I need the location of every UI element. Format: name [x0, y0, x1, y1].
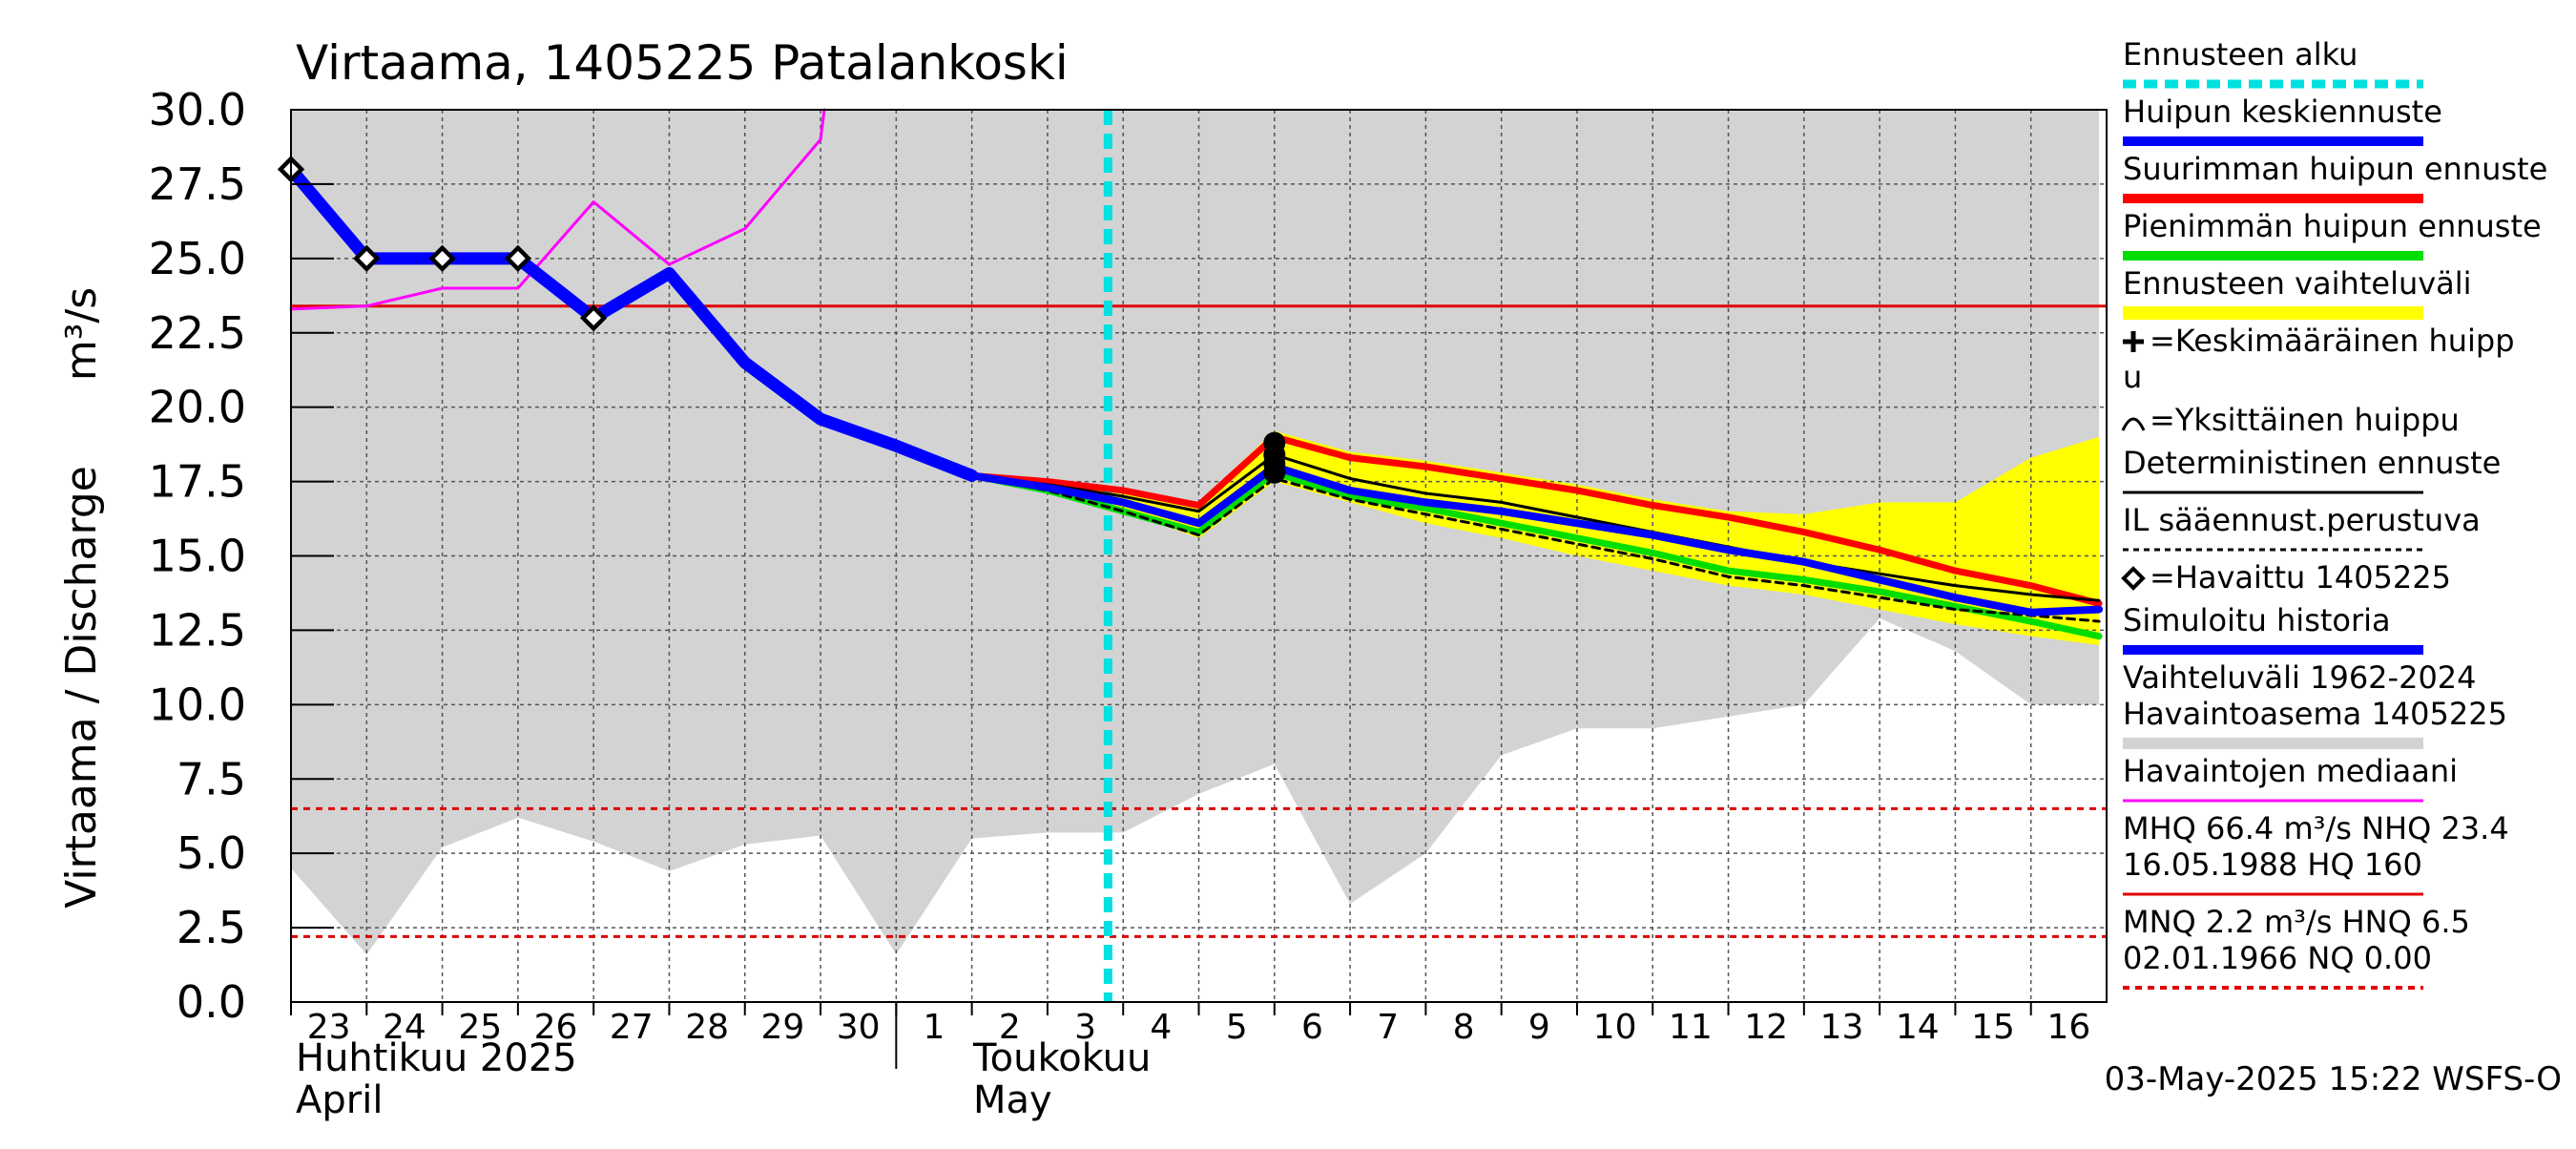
y-tick-label: 15.0 [149, 531, 246, 582]
x-tick-label: 5 [1226, 1008, 1248, 1047]
y-axis-unit: m³/s [57, 287, 106, 381]
x-tick-label: 15 [1971, 1008, 2015, 1047]
legend-label: Ennusteen alku [2123, 36, 2358, 73]
x-tick-label: 7 [1377, 1008, 1399, 1047]
observed-point [428, 244, 456, 273]
observed-point [579, 303, 608, 332]
x-tick-label: 13 [1820, 1008, 1864, 1047]
y-tick-label: 5.0 [177, 827, 246, 879]
legend-label: Suurimman huipun ennuste [2123, 151, 2547, 187]
series-line-2 [968, 433, 2103, 607]
chart-title: Virtaama, 1405225 Patalankoski [296, 35, 1069, 91]
legend-symbol [2121, 566, 2146, 591]
x-tick-label: 27 [610, 1008, 654, 1047]
x-tick-label: 30 [837, 1008, 881, 1047]
x-tick-label: 12 [1744, 1008, 1788, 1047]
legend-label: =Keskimääräinen huipp [2150, 323, 2515, 359]
x-tick-label: 25 [458, 1008, 502, 1047]
x-tick-label: 6 [1301, 1008, 1323, 1047]
legend-label: =Havaittu 1405225 [2150, 559, 2451, 595]
x-tick-label: 26 [534, 1008, 578, 1047]
series-line-5 [970, 453, 2101, 602]
x-tick-label: 14 [1896, 1008, 1940, 1047]
observed-point [353, 244, 381, 273]
observed-point [504, 244, 532, 273]
y-tick-label: 25.0 [149, 233, 246, 284]
x-tick-label: 11 [1669, 1008, 1713, 1047]
x-tick-label: 1 [924, 1008, 945, 1047]
timestamp: 03-May-2025 15:22 WSFS-O [2105, 1060, 2562, 1098]
series-line-6 [967, 463, 2104, 616]
legend-label: Pienimmän huipun ennuste [2123, 208, 2542, 244]
x-tick-label: 28 [685, 1008, 729, 1047]
legend-label: Deterministinen ennuste [2123, 445, 2501, 481]
legend-label: Huipun keskiennuste [2123, 94, 2442, 130]
legend-label: =Yksittäinen huippu [2150, 402, 2460, 438]
legend-label: Simuloitu historia [2123, 602, 2391, 638]
y-tick-label: 22.5 [149, 307, 246, 359]
y-tick-label: 7.5 [177, 753, 246, 804]
y-tick-label: 0.0 [177, 976, 246, 1028]
legend-label-line2: 02.01.1966 NQ 0.00 [2123, 940, 2432, 976]
legend-label: Havaintojen mediaani [2123, 753, 2458, 789]
y-tick-label: 12.5 [149, 604, 246, 656]
x-tick-label: 16 [2046, 1008, 2090, 1047]
y-tick-label: 27.5 [149, 158, 246, 210]
series-line-0 [289, 108, 826, 311]
legend-label: Ennusteen vaihteluväli [2123, 265, 2472, 302]
x-tick-label: 8 [1453, 1008, 1475, 1047]
y-tick-label: 17.5 [149, 456, 246, 508]
legend-label-line2: Havaintoasema 1405225 [2123, 696, 2507, 732]
forecast-range-band [896, 430, 2100, 645]
series-line-1 [284, 162, 979, 482]
x-tick-label: 24 [383, 1008, 426, 1047]
plot-area: 0.0 2.5 5.0 7.5 10.0 12.5 15.0 17.5 20.0 22.5 25.0… [149, 84, 2108, 1069]
x-tick-label: 4 [1150, 1008, 1172, 1047]
legend-label: MHQ 66.4 m³/s NHQ 23.4 [2123, 810, 2509, 846]
x-tick-label: 9 [1528, 1008, 1550, 1047]
legend-label: MNQ 2.2 m³/s HNQ 6.5 [2123, 904, 2470, 940]
x-tick-label: 2 [999, 1008, 1021, 1047]
x-tick-label: 10 [1593, 1008, 1637, 1047]
legend: Ennusteen alku Huipun keskiennuste Suurimm… [2121, 36, 2547, 990]
y-tick-label: 10.0 [149, 679, 246, 730]
legend-label-line2: 16.05.1988 HQ 160 [2123, 846, 2422, 883]
month-label-may-en: May [973, 1078, 1052, 1122]
y-tick-label: 2.5 [177, 902, 246, 953]
legend-symbol [2123, 331, 2144, 352]
legend-symbol [2121, 417, 2146, 431]
legend-label: Vaihteluväli 1962-2024 [2123, 659, 2477, 696]
x-tick-label: 29 [760, 1008, 804, 1047]
y-tick-label: 20.0 [149, 382, 246, 433]
y-axis-label: Virtaama / Discharge [57, 466, 106, 909]
x-tick-label: 3 [1074, 1008, 1096, 1047]
y-tick-label: 30.0 [149, 84, 246, 136]
legend-label-line2: u [2123, 359, 2142, 395]
month-label-may-fi: Toukokuu [972, 1036, 1151, 1080]
x-tick-label: 23 [307, 1008, 351, 1047]
month-label-april-en: April [296, 1078, 383, 1122]
series-line-4 [970, 473, 2101, 623]
month-label-april-fi: Huhtikuu 2025 [296, 1036, 577, 1080]
peak-marker [1263, 461, 1286, 484]
legend-label: IL sääennust.perustuva [2123, 502, 2481, 538]
